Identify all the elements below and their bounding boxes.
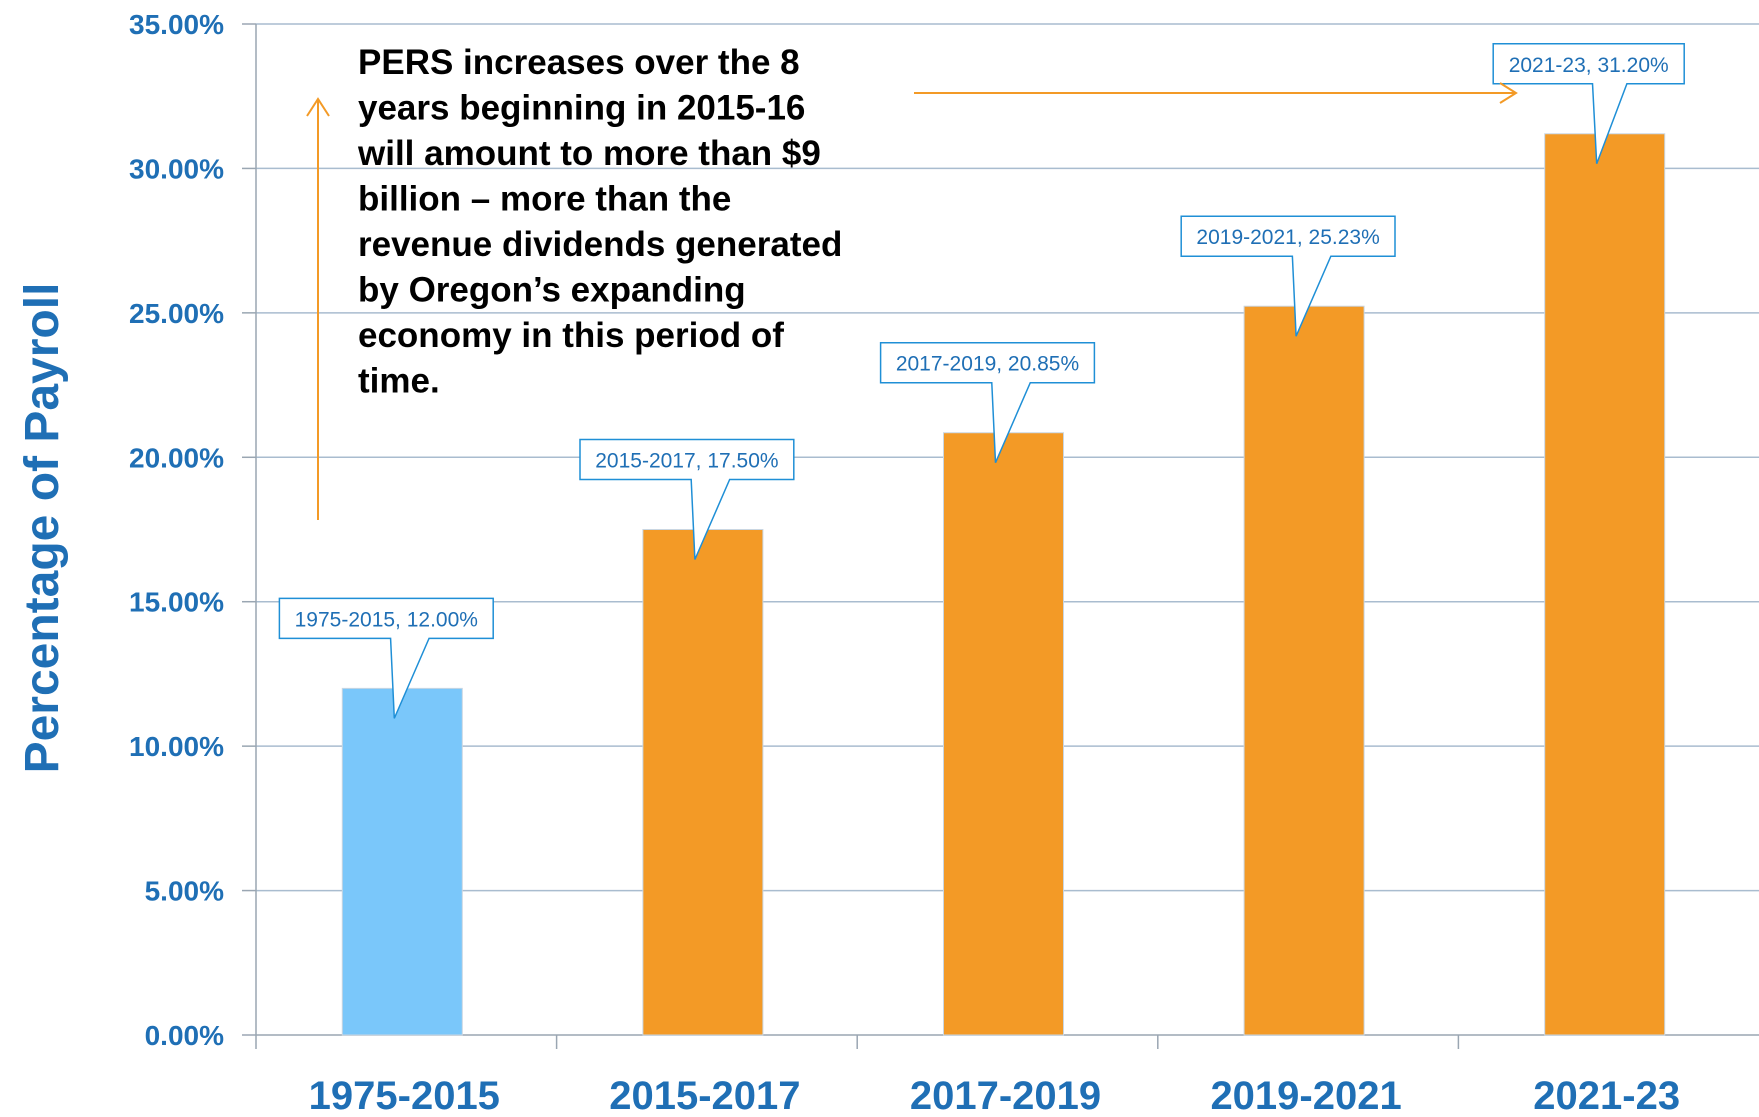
annotation-text-line: years beginning in 2015-16 [358,89,805,128]
data-label-callout [1492,43,1685,165]
data-label-callout [879,341,1096,464]
data-labels: 1975-2015, 12.00% 2015-2017, 17.50% 2017-2… [278,43,1685,719]
x-category-label: 2021-23 [1533,1074,1680,1117]
data-label: 2015-2017, 17.50% [595,450,778,473]
y-tick-label: 20.00% [129,442,224,473]
data-label-callout [579,438,795,560]
y-tick-label: 0.00% [145,1020,224,1051]
bar-2015-2017 [642,529,764,1036]
data-label: 2021-23, 31.20% [1509,54,1669,77]
bar-2019-2021 [1243,305,1365,1036]
x-category-label: 1975-2015 [309,1074,500,1117]
x-category-label: 2019-2021 [1210,1074,1401,1117]
data-label-callout [278,597,494,719]
annotation-text-line: time. [358,362,440,401]
y-tick-label: 5.00% [145,876,224,907]
axes: 0.00% 5.00% 10.00% 15.00% 20.00% 25.00% 30.00%… [129,9,1759,1117]
annotation-text-line: will amount to more than $9 [357,134,821,173]
y-tick-label: 35.00% [129,9,224,40]
y-tick-label: 30.00% [129,153,224,184]
y-tick-label: 10.00% [129,731,224,762]
bar-2017-2019 [943,432,1064,1036]
data-label: 2017-2019, 20.85% [896,353,1079,376]
data-label: 1975-2015, 12.00% [295,608,478,631]
annotation-text-line: by Oregon’s expanding [358,271,746,310]
annotation-text-line: economy in this period of [358,316,784,355]
horizontal-arrowhead [1499,82,1518,104]
annotation-text-line: revenue dividends generated [358,225,842,264]
annotation-text-line: billion – more than the [358,180,731,219]
bars [341,133,1666,1036]
bar-2021-23 [1544,133,1666,1036]
data-label: 2019-2021, 25.23% [1196,226,1379,249]
data-label-callout [1180,215,1396,337]
vertical-arrowhead [306,97,330,117]
bar-1975-2015 [341,687,463,1036]
y-tick-label: 25.00% [129,298,224,329]
annotation: PERS increases over the 8 years beginning… [306,43,1518,520]
x-category-label: 2015-2017 [609,1074,800,1117]
annotation-text-line: PERS increases over the 8 [358,43,800,82]
x-category-label: 2017-2019 [910,1074,1101,1117]
y-axis-title: Percentage of Payroll [16,283,69,774]
y-tick-label: 15.00% [129,587,224,618]
